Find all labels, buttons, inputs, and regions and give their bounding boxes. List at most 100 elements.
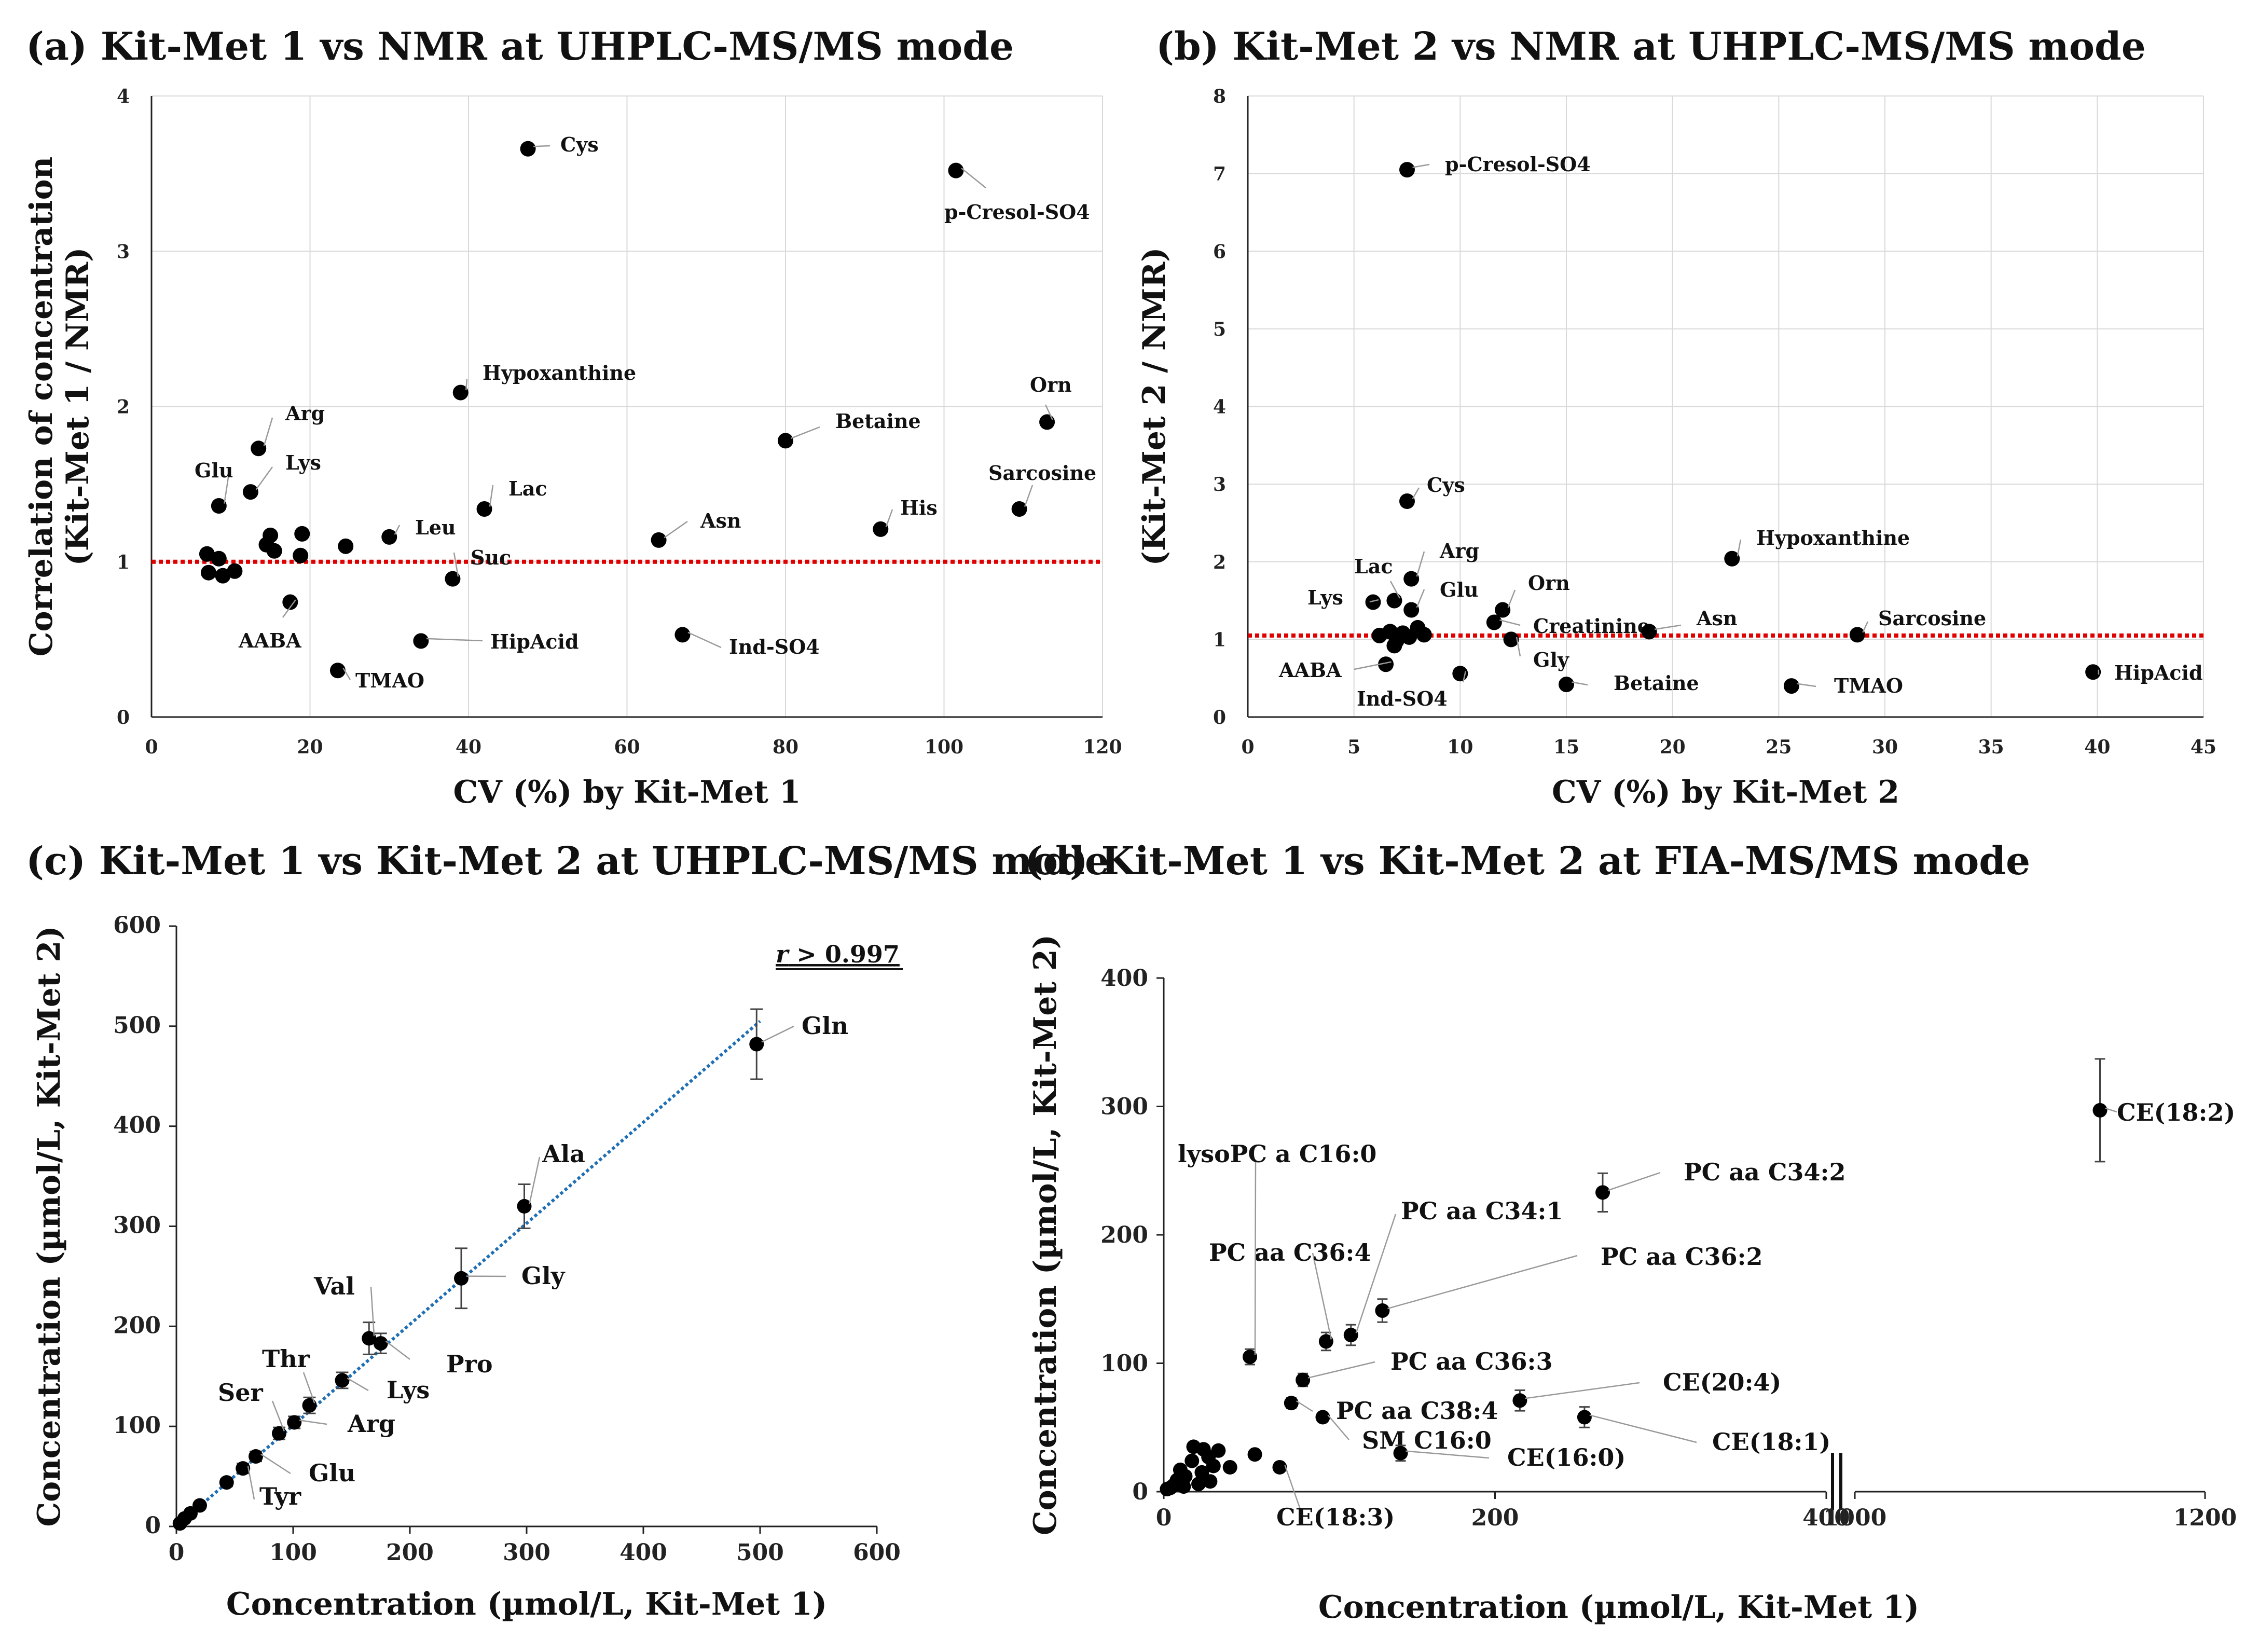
panel-a-point bbox=[251, 440, 267, 457]
panel-c-point-label: Lys bbox=[387, 1376, 430, 1404]
panel-a-point-label: His bbox=[900, 496, 938, 519]
panel-b-point-label: p-Cresol-SO4 bbox=[1445, 153, 1591, 176]
panel-a-point bbox=[294, 526, 310, 542]
panel-d-x-tick: 0 bbox=[1156, 1505, 1172, 1531]
panel-c-point-label: Pro bbox=[446, 1350, 493, 1378]
panel-b-point bbox=[1486, 614, 1502, 630]
panel-c-leader-line bbox=[385, 1340, 410, 1360]
panel-a-point bbox=[215, 568, 231, 584]
panel-a-leader-line bbox=[664, 520, 688, 539]
panel-b-point bbox=[1386, 638, 1402, 654]
panel-d-point-label: PC aa C34:1 bbox=[1401, 1197, 1563, 1225]
panel-b-point bbox=[1641, 624, 1657, 640]
panel-d-point bbox=[1296, 1372, 1311, 1387]
panel-a-point-label: Hypoxanthine bbox=[483, 361, 636, 384]
panel-b-point-label: Cys bbox=[1427, 473, 1465, 497]
panel-a-y-tick: 3 bbox=[117, 241, 130, 263]
panel-d-leader-line bbox=[1307, 1361, 1375, 1379]
panel-b-point-label: Ind-SO4 bbox=[1357, 687, 1448, 710]
panel-a-point bbox=[948, 162, 964, 178]
panel-a-point bbox=[873, 521, 889, 537]
panel-a-point-label: Arg bbox=[285, 402, 325, 425]
panel-d-point bbox=[1315, 1410, 1330, 1425]
panel-d-point bbox=[1184, 1453, 1200, 1468]
panel-d-y-tick: 200 bbox=[1100, 1222, 1148, 1248]
panel-d-leader-line bbox=[1296, 1400, 1313, 1412]
panel-c-x-tick: 400 bbox=[619, 1539, 667, 1566]
panel-a-leader-line bbox=[885, 509, 893, 527]
panel-a-point bbox=[200, 565, 216, 581]
panel-a-x-tick: 120 bbox=[1083, 736, 1122, 758]
panel-b-point bbox=[1783, 678, 1799, 694]
panel-b-y-label: (Kit-Met 2 / NMR) bbox=[1136, 247, 1173, 566]
panel-d-point bbox=[1247, 1447, 1262, 1462]
panel-b-x-tick: 20 bbox=[1660, 736, 1686, 758]
panel-b-leader-line bbox=[1572, 681, 1588, 686]
panel-d-point bbox=[1284, 1396, 1299, 1411]
panel-d-point-label: CE(18:2) bbox=[2117, 1098, 2235, 1126]
panel-c-leader-line bbox=[247, 1466, 255, 1500]
panel-c-y-label: Concentration (µmol/L, Kit-Met 2) bbox=[31, 926, 67, 1526]
panel-a-leader-line bbox=[1044, 404, 1053, 420]
panel-b-x-tick: 25 bbox=[1766, 736, 1792, 758]
panel-a-leader-line bbox=[255, 466, 273, 490]
panel-a-point-label: Orn bbox=[1030, 373, 1072, 396]
panel-a-point bbox=[329, 663, 346, 679]
panel-a-point-label: Leu bbox=[415, 516, 456, 539]
panel-c-x-label: Concentration (µmol/L, Kit-Met 1) bbox=[226, 1586, 827, 1622]
panel-d-x-tick: 1000 bbox=[1823, 1505, 1886, 1531]
panel-c-leader-line bbox=[302, 1372, 315, 1403]
panel-c-point bbox=[517, 1199, 532, 1214]
panel-a-y-tick: 4 bbox=[117, 86, 130, 107]
panel-a-leader-line bbox=[282, 599, 296, 618]
panel-b-point-label: Arg bbox=[1439, 539, 1479, 562]
panel-d-point bbox=[1160, 1482, 1175, 1497]
panel-b-point bbox=[1724, 550, 1740, 567]
panel-c-correlation-symbol: r bbox=[776, 940, 790, 968]
panel-a-point bbox=[227, 563, 243, 579]
panel-d-point bbox=[1375, 1303, 1390, 1318]
panel-c-point bbox=[249, 1449, 263, 1464]
panel-d-point bbox=[1222, 1460, 1237, 1475]
panel-b-leader-line bbox=[1654, 624, 1682, 630]
panel-d-leader-line bbox=[1525, 1382, 1640, 1399]
panel-b-point bbox=[1386, 593, 1402, 609]
panel-b-x-tick: 30 bbox=[1872, 736, 1898, 758]
panel-b-leader-line bbox=[1462, 671, 1467, 683]
panel-c-point bbox=[219, 1475, 234, 1490]
panel-a-title: (a) Kit-Met 1 vs NMR at UHPLC-MS/MS mode bbox=[26, 24, 1014, 69]
panel-b-x-tick: 0 bbox=[1241, 736, 1254, 758]
panel-a-point bbox=[413, 633, 429, 649]
panel-c-point bbox=[335, 1373, 350, 1388]
panel-b-x-tick: 15 bbox=[1553, 736, 1579, 758]
panel-b-point bbox=[1403, 602, 1420, 618]
panel-b-y-tick: 2 bbox=[1213, 552, 1226, 573]
panel-c-point-label: Gly bbox=[521, 1262, 566, 1290]
panel-a-point-label: HipAcid bbox=[490, 630, 579, 653]
panel-b-point bbox=[1503, 631, 1519, 648]
panel-d-point-label: CE(18:3) bbox=[1276, 1503, 1395, 1531]
panel-d-leader-line bbox=[1327, 1414, 1349, 1440]
panel-b-point-label: TMAO bbox=[1834, 674, 1903, 697]
panel-b-leader-line bbox=[1507, 589, 1516, 608]
panel-b-point-label: AABA bbox=[1278, 658, 1342, 682]
panel-c-y-tick: 600 bbox=[113, 912, 161, 939]
panel-d-point bbox=[1243, 1350, 1258, 1365]
panel-b-leader-line bbox=[1737, 539, 1742, 557]
panel-a-point bbox=[293, 547, 309, 563]
panel-d-leader-line bbox=[1589, 1414, 1697, 1443]
panel-b-point-label: Asn bbox=[1696, 607, 1738, 630]
panel-b-point bbox=[1399, 162, 1415, 178]
panel-d: (d) Kit-Met 1 vs Kit-Met 2 at FIA-MS/MS … bbox=[1025, 839, 2237, 1626]
panel-b-y-tick: 5 bbox=[1213, 319, 1226, 340]
panel-d-leader-line bbox=[1254, 1162, 1257, 1355]
panel-a-point bbox=[674, 627, 691, 643]
panel-c-point bbox=[362, 1331, 377, 1346]
panel-d-point-label: CE(20:4) bbox=[1663, 1368, 1781, 1396]
panel-b-x-tick: 35 bbox=[1978, 736, 2004, 758]
panel-b-x-tick: 10 bbox=[1447, 736, 1473, 758]
panel-d-point bbox=[1343, 1328, 1358, 1343]
panel-c-point-label: Gln bbox=[802, 1012, 848, 1040]
panel-c-y-tick: 300 bbox=[113, 1213, 161, 1239]
panel-b-leader-line bbox=[1416, 551, 1425, 577]
